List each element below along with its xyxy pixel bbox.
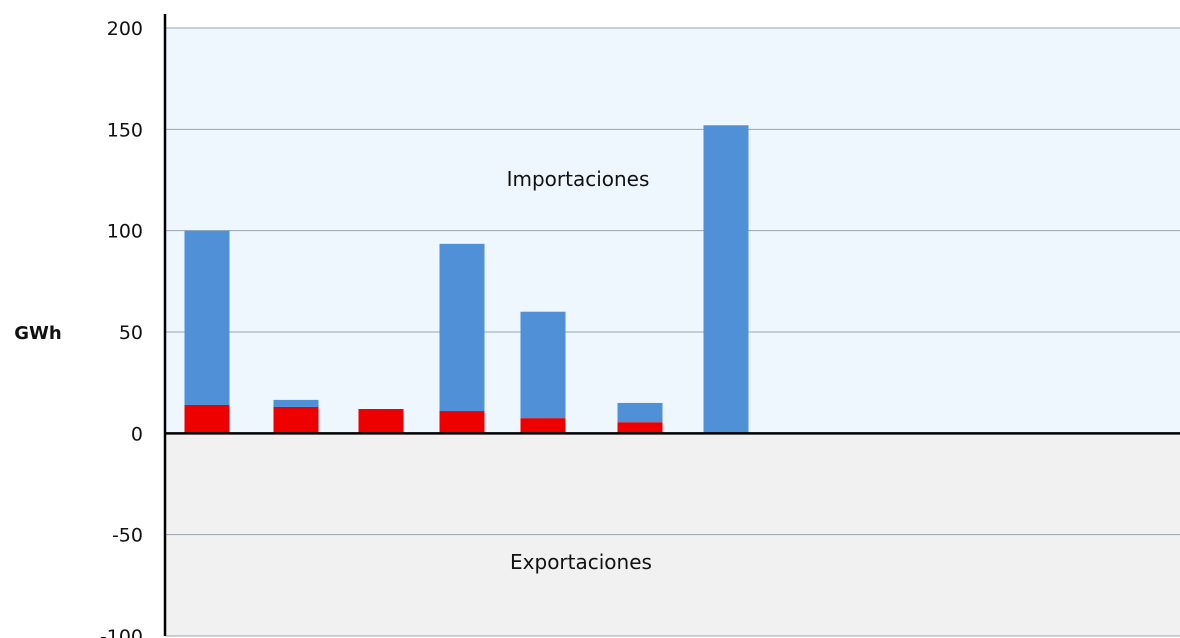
- y-tick-label: 50: [119, 322, 143, 344]
- bar-segment: [184, 230, 230, 405]
- bar-segment: [617, 422, 663, 434]
- bar-segment: [439, 411, 485, 434]
- y-tick-label: 0: [131, 423, 143, 445]
- bar-segment: [184, 404, 230, 434]
- y-tick-label: 150: [107, 119, 143, 141]
- exportaciones-label: Exportaciones: [510, 550, 652, 574]
- y-tick-labels: -100 -50 0 50 100 150 200: [100, 18, 143, 638]
- bar-segment: [617, 402, 663, 423]
- bar-segment: [358, 409, 404, 434]
- bar-segment: [520, 418, 566, 434]
- y-tick-label: -50: [112, 525, 143, 547]
- bar-segment: [703, 125, 749, 434]
- bar-segment: [273, 399, 319, 407]
- bar-segment: [439, 243, 485, 412]
- y-axis-label: GWh: [14, 323, 61, 344]
- bars: [184, 125, 749, 434]
- bar-segment: [273, 406, 319, 434]
- y-tick-label: 100: [107, 221, 143, 243]
- importaciones-label: Importaciones: [507, 167, 650, 191]
- bar-segment: [520, 311, 566, 419]
- y-tick-label: -100: [100, 626, 143, 638]
- gridlines: [165, 27, 1180, 637]
- y-tick-label: 200: [107, 18, 143, 40]
